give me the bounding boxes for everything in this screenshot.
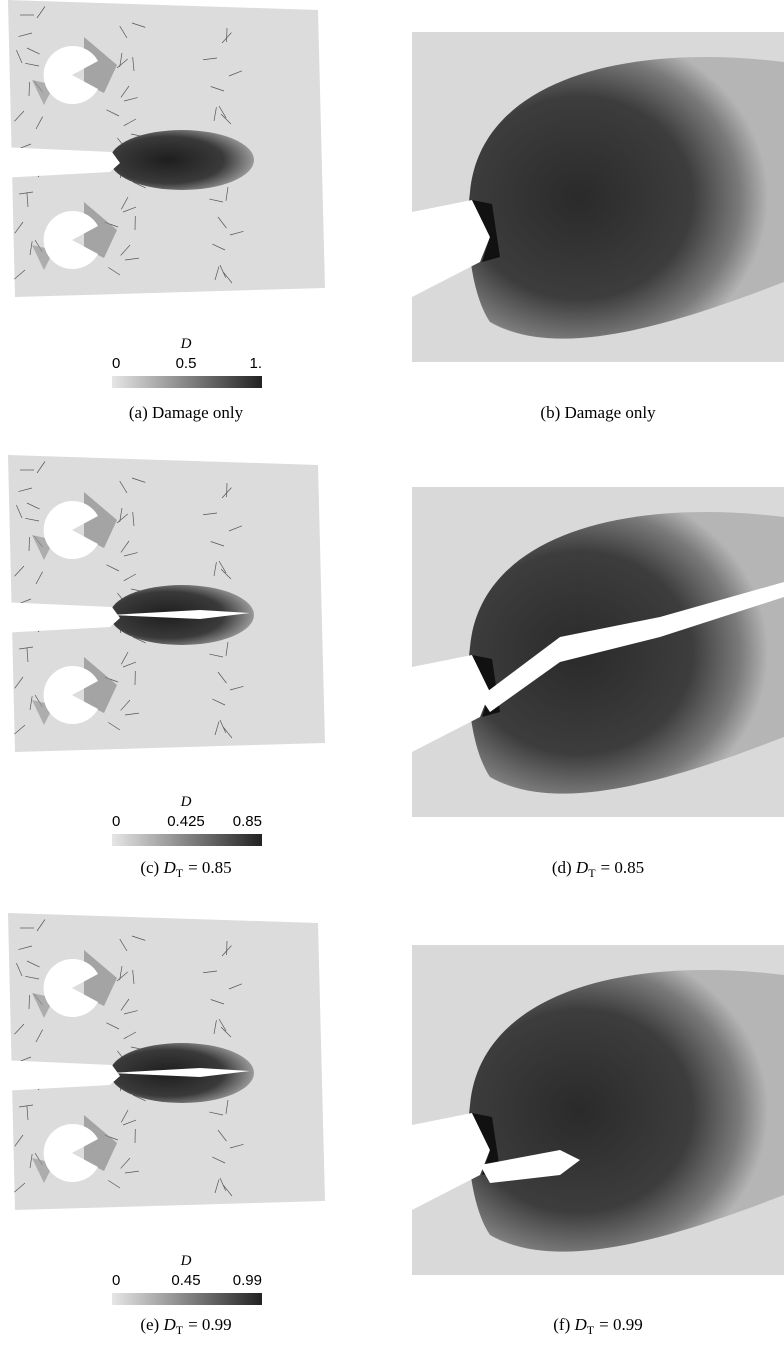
damage-zone — [110, 130, 254, 190]
caption-subscript: T — [587, 1323, 595, 1337]
caption: (d) DT = 0.85 — [552, 858, 644, 880]
caption-label: (c) — [140, 858, 159, 877]
colorbar — [112, 834, 262, 846]
caption: (f) DT = 0.99 — [553, 1315, 642, 1337]
caption-symbol: D — [162, 858, 176, 877]
colorbar-tick: 0.99 — [233, 1272, 262, 1289]
caption-subscript: T — [588, 866, 596, 880]
colorbar-tick: 0 — [112, 1272, 120, 1289]
caption: (c) DT = 0.85 — [140, 858, 231, 880]
caption-rest: = 0.85 — [601, 858, 645, 877]
caption: (e) DT = 0.99 — [140, 1315, 231, 1337]
caption-label: (d) — [552, 858, 572, 877]
colorbar-tick: 0.425 — [167, 813, 205, 830]
colorbar — [112, 1293, 262, 1305]
caption-rest: = 0.85 — [188, 858, 232, 877]
caption: (a) Damage only — [129, 403, 244, 422]
specimen — [0, 455, 325, 752]
caption-symbol: D — [162, 1315, 176, 1334]
specimen — [0, 913, 325, 1210]
colorbar-title: D — [180, 1253, 192, 1269]
colorbar-tick: 1. — [249, 355, 262, 372]
caption: (b) Damage only — [540, 403, 656, 422]
caption-symbol: D — [575, 858, 589, 877]
caption-text: Damage only — [564, 403, 656, 422]
colorbar-tick: 0 — [112, 355, 120, 372]
colorbar-title: D — [180, 336, 192, 352]
caption-label: (b) — [540, 403, 560, 422]
caption-label: (e) — [140, 1315, 159, 1334]
caption-rest: = 0.99 — [188, 1315, 232, 1334]
colorbar-title: D — [180, 794, 192, 810]
colorbar-tick: 0.85 — [233, 813, 262, 830]
zoom-view — [412, 945, 784, 1275]
caption-label: (a) — [129, 403, 148, 422]
colorbar-tick: 0 — [112, 813, 120, 830]
figure: D00.51.(a) Damage only(b) Damage onlyD00… — [0, 0, 784, 1345]
caption-symbol: D — [574, 1315, 588, 1334]
caption-label: (f) — [553, 1315, 570, 1334]
caption-subscript: T — [176, 866, 184, 880]
caption-subscript: T — [176, 1323, 184, 1337]
caption-text: Damage only — [152, 403, 244, 422]
specimen — [0, 0, 325, 297]
zoom-view — [412, 32, 784, 362]
colorbar-tick: 0.5 — [176, 355, 197, 372]
colorbar-tick: 0.45 — [171, 1272, 200, 1289]
caption-rest: = 0.99 — [599, 1315, 643, 1334]
colorbar — [112, 376, 262, 388]
zoom-view — [412, 487, 784, 817]
